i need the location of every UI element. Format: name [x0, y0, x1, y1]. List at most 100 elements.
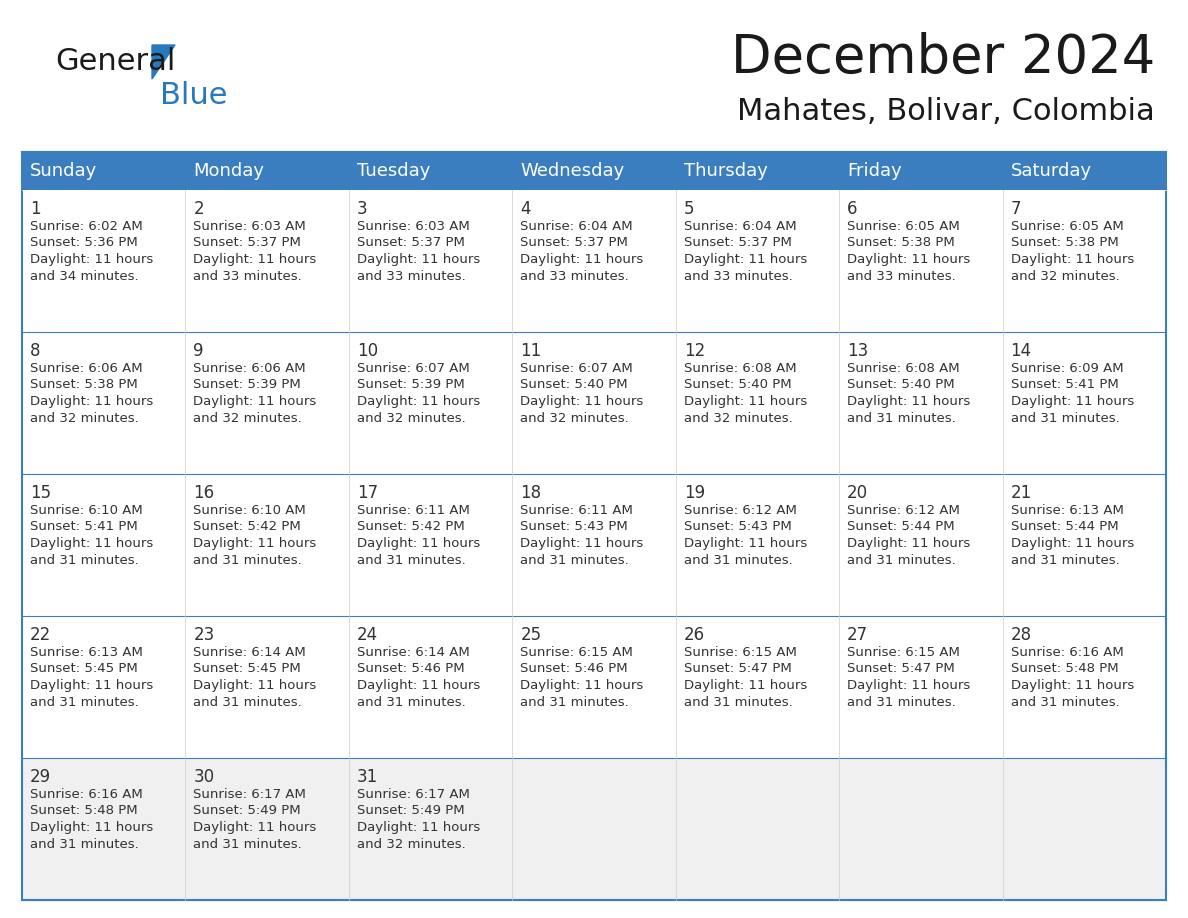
Text: and 31 minutes.: and 31 minutes. [194, 554, 302, 566]
Text: 27: 27 [847, 626, 868, 644]
Text: and 31 minutes.: and 31 minutes. [1011, 696, 1119, 709]
Bar [23, 332, 185, 474]
Text: 11: 11 [520, 342, 542, 360]
Text: and 31 minutes.: and 31 minutes. [30, 696, 139, 709]
Text: and 32 minutes.: and 32 minutes. [1011, 270, 1119, 283]
Text: Sunset: 5:48 PM: Sunset: 5:48 PM [1011, 663, 1118, 676]
Text: Daylight: 11 hours: Daylight: 11 hours [847, 679, 971, 692]
Text: Daylight: 11 hours: Daylight: 11 hours [847, 537, 971, 550]
Text: and 34 minutes.: and 34 minutes. [30, 270, 139, 283]
Text: 26: 26 [684, 626, 704, 644]
Text: Daylight: 11 hours: Daylight: 11 hours [356, 253, 480, 266]
Bar [839, 616, 1003, 758]
Text: Sunset: 5:37 PM: Sunset: 5:37 PM [356, 237, 465, 250]
Bar [349, 474, 512, 616]
Text: 3: 3 [356, 200, 367, 218]
Text: 24: 24 [356, 626, 378, 644]
Text: Sunrise: 6:13 AM: Sunrise: 6:13 AM [30, 646, 143, 659]
Bar [185, 616, 349, 758]
Text: Sunset: 5:37 PM: Sunset: 5:37 PM [194, 237, 302, 250]
Bar [839, 474, 1003, 616]
Text: Sunset: 5:42 PM: Sunset: 5:42 PM [194, 521, 302, 533]
Text: Sunset: 5:48 PM: Sunset: 5:48 PM [30, 804, 138, 818]
Text: and 33 minutes.: and 33 minutes. [684, 270, 792, 283]
Text: Sunrise: 6:06 AM: Sunrise: 6:06 AM [30, 362, 143, 375]
Text: Sunset: 5:36 PM: Sunset: 5:36 PM [30, 237, 138, 250]
Text: and 31 minutes.: and 31 minutes. [520, 554, 628, 566]
Text: Daylight: 11 hours: Daylight: 11 hours [520, 395, 644, 408]
Text: 7: 7 [1011, 200, 1020, 218]
Polygon shape [152, 45, 175, 79]
Text: and 31 minutes.: and 31 minutes. [684, 696, 792, 709]
Text: Daylight: 11 hours: Daylight: 11 hours [356, 395, 480, 408]
Text: December 2024: December 2024 [731, 32, 1155, 84]
Text: Daylight: 11 hours: Daylight: 11 hours [194, 679, 317, 692]
Text: Sunrise: 6:14 AM: Sunrise: 6:14 AM [356, 646, 469, 659]
Text: Sunset: 5:45 PM: Sunset: 5:45 PM [30, 663, 138, 676]
Text: 4: 4 [520, 200, 531, 218]
Text: Sunset: 5:42 PM: Sunset: 5:42 PM [356, 521, 465, 533]
Text: Friday: Friday [847, 162, 902, 180]
Bar [23, 152, 1165, 900]
Text: and 33 minutes.: and 33 minutes. [520, 270, 628, 283]
Text: Sunrise: 6:05 AM: Sunrise: 6:05 AM [847, 220, 960, 233]
Bar [512, 474, 676, 616]
Text: and 31 minutes.: and 31 minutes. [356, 696, 466, 709]
Bar [349, 190, 512, 332]
Text: Daylight: 11 hours: Daylight: 11 hours [684, 395, 807, 408]
Text: Daylight: 11 hours: Daylight: 11 hours [30, 253, 153, 266]
Text: Daylight: 11 hours: Daylight: 11 hours [194, 537, 317, 550]
Text: Sunset: 5:49 PM: Sunset: 5:49 PM [194, 804, 301, 818]
Text: 16: 16 [194, 484, 215, 502]
Text: and 32 minutes.: and 32 minutes. [356, 837, 466, 850]
Text: 22: 22 [30, 626, 51, 644]
Text: Daylight: 11 hours: Daylight: 11 hours [194, 821, 317, 834]
Text: Daylight: 11 hours: Daylight: 11 hours [356, 821, 480, 834]
Text: Sunset: 5:38 PM: Sunset: 5:38 PM [847, 237, 955, 250]
Bar [839, 332, 1003, 474]
Text: Daylight: 11 hours: Daylight: 11 hours [684, 679, 807, 692]
Text: Sunset: 5:38 PM: Sunset: 5:38 PM [1011, 237, 1118, 250]
Text: and 32 minutes.: and 32 minutes. [356, 411, 466, 424]
Text: Daylight: 11 hours: Daylight: 11 hours [30, 679, 153, 692]
Text: Daylight: 11 hours: Daylight: 11 hours [194, 395, 317, 408]
Text: 29: 29 [30, 768, 51, 786]
Text: Tuesday: Tuesday [356, 162, 430, 180]
Text: Sunrise: 6:08 AM: Sunrise: 6:08 AM [847, 362, 960, 375]
Bar [512, 190, 676, 332]
Text: 28: 28 [1011, 626, 1031, 644]
Bar [23, 190, 185, 332]
Bar [23, 758, 185, 900]
Text: Sunrise: 6:04 AM: Sunrise: 6:04 AM [520, 220, 633, 233]
Text: Sunrise: 6:07 AM: Sunrise: 6:07 AM [356, 362, 469, 375]
Text: Daylight: 11 hours: Daylight: 11 hours [1011, 253, 1133, 266]
Text: and 31 minutes.: and 31 minutes. [194, 837, 302, 850]
Text: Daylight: 11 hours: Daylight: 11 hours [1011, 679, 1133, 692]
Bar [185, 190, 349, 332]
Text: and 33 minutes.: and 33 minutes. [194, 270, 302, 283]
Text: and 31 minutes.: and 31 minutes. [30, 837, 139, 850]
Text: 31: 31 [356, 768, 378, 786]
Text: Daylight: 11 hours: Daylight: 11 hours [520, 253, 644, 266]
Text: Daylight: 11 hours: Daylight: 11 hours [520, 679, 644, 692]
Text: 15: 15 [30, 484, 51, 502]
Bar [512, 152, 676, 190]
Text: 6: 6 [847, 200, 858, 218]
Bar [349, 616, 512, 758]
Text: Sunrise: 6:12 AM: Sunrise: 6:12 AM [847, 504, 960, 517]
Text: Sunrise: 6:03 AM: Sunrise: 6:03 AM [194, 220, 307, 233]
Text: Daylight: 11 hours: Daylight: 11 hours [30, 537, 153, 550]
Text: Sunset: 5:44 PM: Sunset: 5:44 PM [1011, 521, 1118, 533]
Text: and 31 minutes.: and 31 minutes. [847, 554, 956, 566]
Bar [1003, 758, 1165, 900]
Text: and 31 minutes.: and 31 minutes. [30, 554, 139, 566]
Text: Sunset: 5:47 PM: Sunset: 5:47 PM [684, 663, 791, 676]
Text: Sunset: 5:41 PM: Sunset: 5:41 PM [1011, 378, 1118, 391]
Bar [23, 474, 185, 616]
Bar [349, 152, 512, 190]
Text: 1: 1 [30, 200, 40, 218]
Text: Sunrise: 6:10 AM: Sunrise: 6:10 AM [194, 504, 307, 517]
Text: Sunset: 5:39 PM: Sunset: 5:39 PM [356, 378, 465, 391]
Text: 13: 13 [847, 342, 868, 360]
Text: Sunrise: 6:15 AM: Sunrise: 6:15 AM [684, 646, 797, 659]
